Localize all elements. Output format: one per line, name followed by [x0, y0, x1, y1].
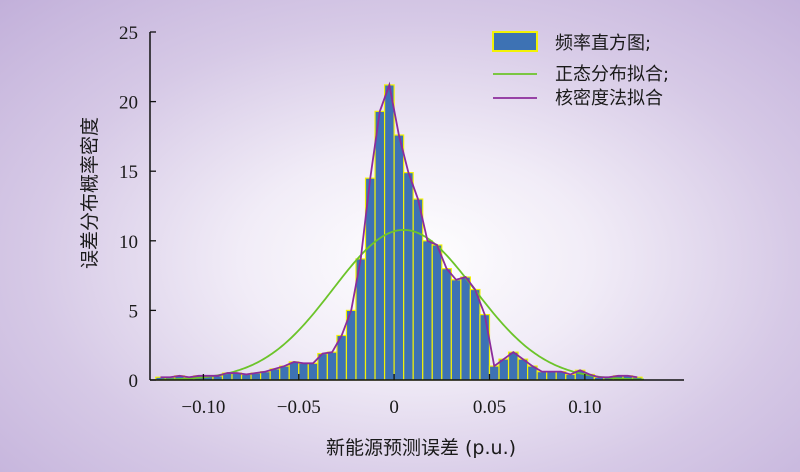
histogram-bar	[288, 361, 300, 381]
normal-fit-curve	[161, 229, 644, 381]
x-tick-label: 0	[389, 397, 399, 418]
histogram-bar	[374, 110, 386, 381]
y-axis-ticks: 0 5 10 15 20 25	[119, 23, 156, 392]
histogram-bar	[488, 365, 500, 381]
x-axis-ticks: −0.10 −0.05 0 0.05 0.10	[181, 374, 601, 418]
legend-label-kde: 核密度法拟合	[555, 88, 663, 109]
x-tick-label: 0.10	[568, 397, 601, 418]
histogram-bar	[298, 362, 309, 381]
x-axis-label: 新能源预测误差 (p.u.)	[326, 437, 516, 459]
y-axis-label: 误差分布概率密度	[79, 117, 101, 269]
histogram-bar	[412, 198, 424, 381]
y-tick-label: 5	[129, 301, 139, 322]
legend: 频率直方图; 正态分布拟合; 核密度法拟合	[492, 31, 669, 109]
histogram-bar	[546, 371, 557, 381]
histogram-bar	[326, 351, 338, 381]
histogram-bar	[307, 362, 319, 381]
histogram-bar	[403, 171, 414, 381]
histogram-bar	[431, 244, 443, 381]
histogram-bar	[441, 268, 452, 381]
legend-bar-swatch	[492, 31, 538, 52]
histogram-bar	[460, 276, 471, 381]
histogram-bar	[507, 351, 519, 381]
histogram-bar	[469, 288, 481, 381]
histogram-bars	[155, 84, 643, 381]
legend-label-normal: 正态分布拟合;	[555, 64, 669, 85]
histogram-bar	[536, 371, 548, 381]
histogram-bar	[479, 313, 491, 381]
kde-fit-curve	[160, 81, 638, 379]
histogram-bar	[450, 279, 462, 381]
y-tick-label: 20	[119, 93, 138, 114]
y-tick-label: 0	[129, 371, 139, 392]
legend-label-histogram: 频率直方图;	[555, 33, 651, 54]
y-tick-label: 10	[119, 232, 138, 253]
x-tick-label: −0.10	[181, 397, 225, 418]
y-tick-label: 25	[119, 23, 138, 44]
x-tick-label: 0.05	[473, 397, 506, 418]
histogram-bar	[279, 365, 290, 381]
histogram-bar	[393, 134, 405, 381]
x-tick-label: −0.05	[277, 397, 321, 418]
y-tick-label: 15	[119, 162, 138, 183]
histogram-bar	[422, 240, 433, 381]
